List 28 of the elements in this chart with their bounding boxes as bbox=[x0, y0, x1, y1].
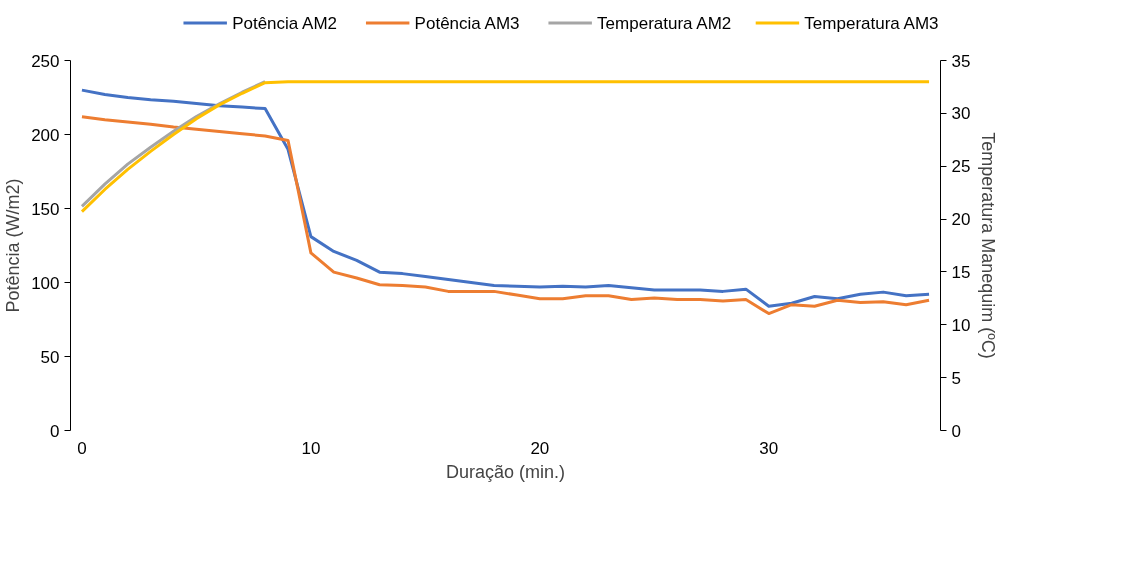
y-tick-label: 250 bbox=[31, 51, 60, 71]
y2-axis-title: Temperatura Manequim (ºC) bbox=[978, 132, 999, 359]
y2-tick-label: 20 bbox=[951, 210, 971, 230]
y2-tick-label: 10 bbox=[951, 315, 971, 335]
line-series bbox=[80, 88, 931, 308]
y2-tick-label: 5 bbox=[951, 368, 961, 388]
legend-label: Temperatura AM3 bbox=[804, 13, 939, 33]
y-tick-label: 0 bbox=[50, 421, 60, 441]
y2-tick-label: 15 bbox=[951, 262, 971, 282]
y2-tick-label: 0 bbox=[951, 421, 961, 441]
y-tick-label: 50 bbox=[40, 347, 60, 367]
x-tick-label: 30 bbox=[759, 438, 779, 458]
x-tick-label: 0 bbox=[77, 438, 87, 458]
x-tick-label: 10 bbox=[301, 438, 321, 458]
y2-tick-label: 30 bbox=[951, 104, 971, 124]
y-tick-label: 150 bbox=[31, 199, 60, 219]
legend-label: Potência AM3 bbox=[414, 13, 520, 33]
legend-label: Temperatura AM2 bbox=[597, 13, 732, 33]
y2-tick-label: 25 bbox=[951, 157, 971, 177]
line-series bbox=[80, 115, 931, 316]
x-axis-title: Duração (min.) bbox=[445, 461, 566, 482]
y-axis-title: Potência (W/m2) bbox=[3, 178, 24, 313]
line-series bbox=[80, 80, 931, 214]
x-tick-label: 20 bbox=[530, 438, 550, 458]
y2-tick-label: 35 bbox=[951, 51, 971, 71]
legend-label: Potência AM2 bbox=[232, 13, 338, 33]
y-tick-label: 200 bbox=[31, 125, 60, 145]
y-tick-label: 100 bbox=[31, 273, 60, 293]
